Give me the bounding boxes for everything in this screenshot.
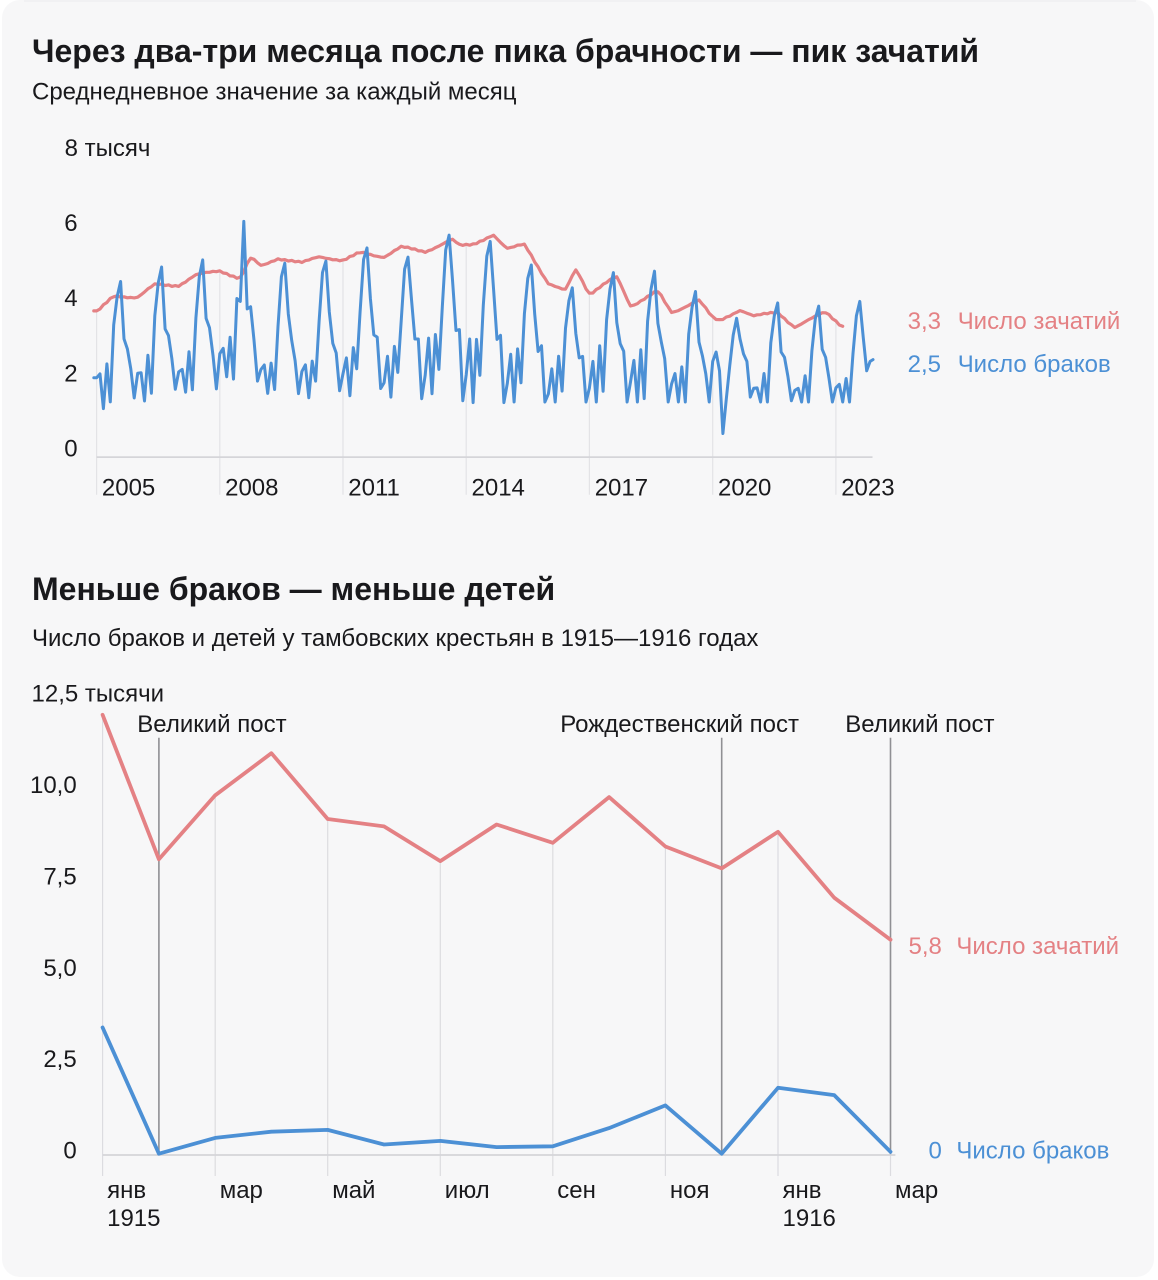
svg-text:Число браков: Число браков xyxy=(958,351,1111,378)
svg-text:7,5: 7,5 xyxy=(43,863,76,890)
svg-text:сен: сен xyxy=(557,1177,596,1204)
svg-text:Великий пост: Великий пост xyxy=(845,711,994,738)
svg-text:Число браков: Число браков xyxy=(956,1138,1109,1165)
svg-text:2008: 2008 xyxy=(225,475,278,502)
svg-text:Число зачатий: Число зачатий xyxy=(958,308,1121,335)
svg-text:4: 4 xyxy=(64,285,77,312)
svg-text:Число браков и детей у тамбовс: Число браков и детей у тамбовских кресть… xyxy=(32,625,758,652)
svg-text:янв: янв xyxy=(107,1177,146,1204)
svg-text:2020: 2020 xyxy=(718,475,771,502)
svg-text:2023: 2023 xyxy=(841,475,894,502)
svg-text:мар: мар xyxy=(220,1177,263,1204)
svg-text:мар: мар xyxy=(895,1177,938,1204)
svg-text:2005: 2005 xyxy=(102,475,155,502)
svg-text:8 тысяч: 8 тысяч xyxy=(65,135,151,162)
svg-text:май: май xyxy=(332,1177,375,1204)
svg-text:Меньше браков — меньше детей: Меньше браков — меньше детей xyxy=(32,571,555,607)
svg-text:2,5: 2,5 xyxy=(43,1046,76,1073)
svg-text:июл: июл xyxy=(445,1177,490,1204)
svg-text:2,5: 2,5 xyxy=(908,351,941,378)
svg-text:2014: 2014 xyxy=(472,475,525,502)
svg-text:0: 0 xyxy=(64,435,77,462)
svg-text:6: 6 xyxy=(64,210,77,237)
svg-text:1916: 1916 xyxy=(783,1205,836,1232)
svg-text:0: 0 xyxy=(929,1138,942,1165)
svg-text:5,0: 5,0 xyxy=(43,955,76,982)
svg-text:10,0: 10,0 xyxy=(30,772,77,799)
svg-text:Число зачатий: Число зачатий xyxy=(956,933,1119,960)
svg-text:12,5 тысячи: 12,5 тысячи xyxy=(32,681,165,708)
svg-text:2011: 2011 xyxy=(348,475,400,502)
svg-text:Среднедневное значение за кажд: Среднедневное значение за каждый месяц xyxy=(32,79,517,106)
svg-text:2: 2 xyxy=(64,360,77,387)
svg-text:ноя: ноя xyxy=(670,1177,710,1204)
svg-text:2017: 2017 xyxy=(595,475,648,502)
svg-text:Через два-три месяца после пик: Через два-три месяца после пика брачност… xyxy=(32,33,979,69)
svg-text:0: 0 xyxy=(63,1138,76,1165)
svg-text:1915: 1915 xyxy=(107,1205,160,1232)
svg-text:5,8: 5,8 xyxy=(909,933,942,960)
svg-text:янв: янв xyxy=(783,1177,822,1204)
svg-text:Великий пост: Великий пост xyxy=(137,711,286,738)
svg-text:Рождественский пост: Рождественский пост xyxy=(560,711,799,738)
svg-text:3,3: 3,3 xyxy=(908,308,941,335)
